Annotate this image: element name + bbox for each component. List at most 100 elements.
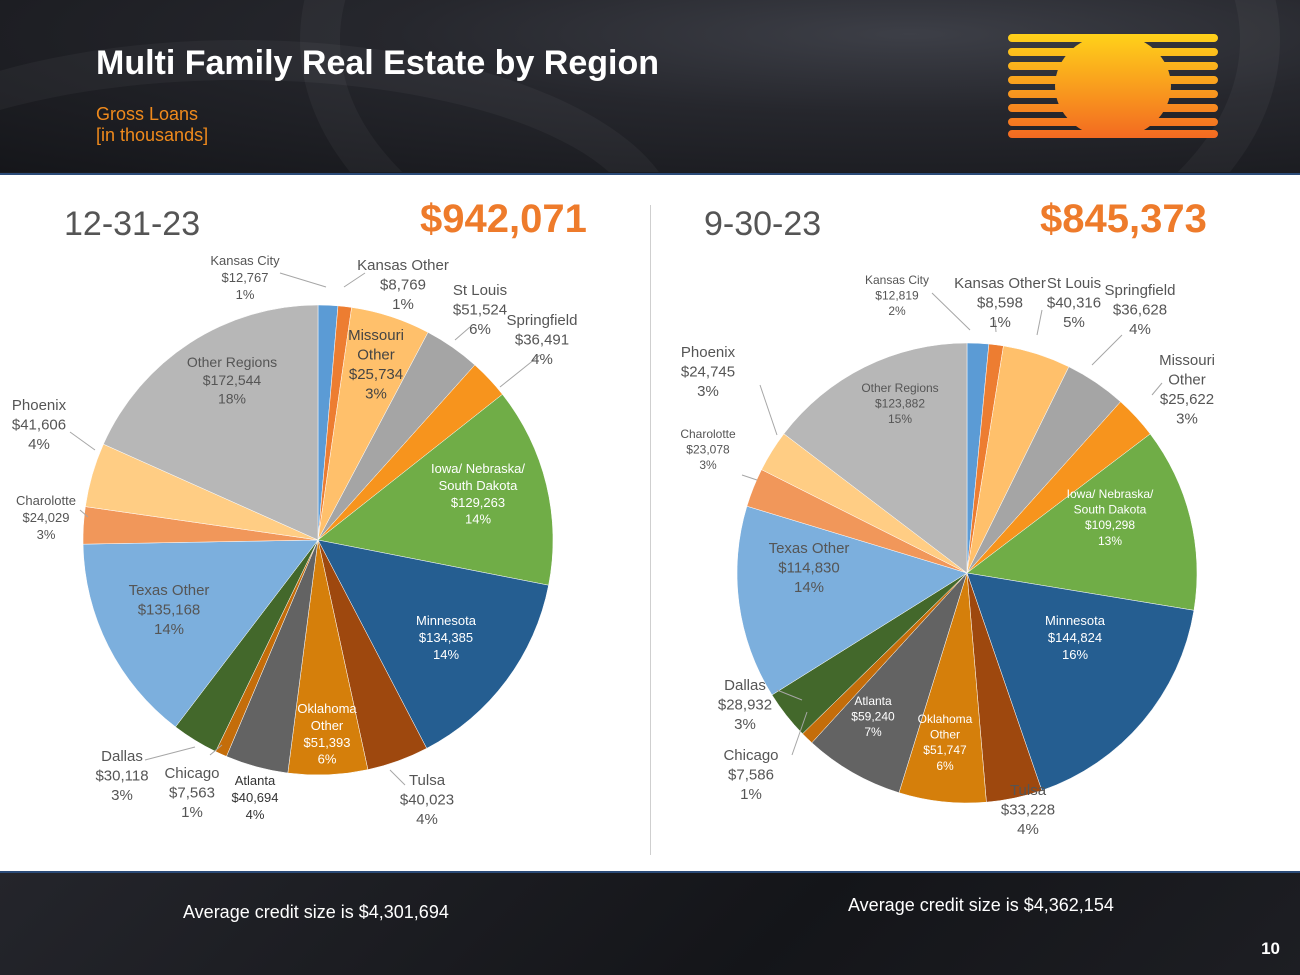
- charts-panel: 12-31-23 $942,071 9-30-23 $845,373 Kansa…: [0, 173, 1300, 873]
- leader-line-springfield: [499, 354, 541, 388]
- slice-percent-texas-other: 14%: [154, 621, 184, 638]
- slice-value-texas-other: $135,168: [138, 602, 201, 619]
- pie-slice-texas-other: [82, 539, 319, 728]
- data-label-chicago: Chicago $7,563 1%: [164, 765, 219, 821]
- slice-name-kansas-other: Kansas Other: [954, 275, 1046, 292]
- slice-name-tulsa: Tulsa: [409, 772, 446, 789]
- slice-name-chicago: Chicago: [164, 765, 219, 782]
- data-label-other-regions: Other Regions $172,544 18%: [187, 354, 277, 406]
- slice-percent-kansas-other: 1%: [989, 314, 1011, 331]
- slice-value-oklahoma-other: $51,393: [304, 735, 351, 750]
- slice-name-tulsa: Tulsa: [1010, 782, 1047, 799]
- page-subtitle: Gross Loans [in thousands]: [96, 104, 208, 146]
- slice-percent-kansas-city: 2%: [888, 304, 906, 318]
- slice-percent-oklahoma-other: 6%: [318, 752, 337, 767]
- slice-percent-kansas-city: 1%: [236, 287, 255, 302]
- slice-percent-other-regions: 15%: [888, 412, 912, 426]
- slice-name-oklahoma-other: Oklahoma: [918, 712, 973, 726]
- slice-percent-minnesota: 14%: [433, 647, 459, 662]
- slice-name-atlanta: Atlanta: [854, 694, 892, 708]
- right-chart-date: 9-30-23: [704, 205, 822, 243]
- leader-line-kansas-city: [931, 292, 971, 331]
- leader-line-kansas-city: [279, 272, 327, 288]
- slice-percent-dallas: 3%: [734, 716, 756, 733]
- data-label-springfield: Springfield $36,628 4%: [1105, 282, 1176, 338]
- slice-value-tulsa: $33,228: [1001, 802, 1055, 819]
- slice-percent-atlanta: 7%: [864, 725, 882, 739]
- data-label-iowa-nebraska-south-dakota: Iowa/ Nebraska/South Dakota$109,298 13%: [1067, 487, 1154, 548]
- page-title: Multi Family Real Estate by Region: [96, 44, 660, 82]
- slice-name-st-louis: St Louis: [1047, 275, 1101, 292]
- slice-name-other-regions: Other Regions: [187, 354, 277, 370]
- slice-value-tulsa: $40,023: [400, 792, 454, 809]
- slice-value-phoenix: $24,745: [681, 364, 735, 381]
- data-label-tulsa: Tulsa $33,228 4%: [1001, 782, 1055, 838]
- slice-value-chicago: $7,586: [728, 767, 774, 784]
- slice-name-iowa-nebraska-south-dakota: South Dakota: [439, 478, 519, 493]
- slice-percent-charolotte: 3%: [37, 527, 56, 542]
- slice-value-kansas-other: $8,769: [380, 277, 426, 294]
- footer-bar: Average credit size is $4,301,694 Averag…: [0, 873, 1300, 975]
- slice-percent-phoenix: 4%: [28, 436, 50, 453]
- leader-line-springfield: [1091, 334, 1123, 366]
- data-label-st-louis: St Louis $40,316 5%: [1047, 275, 1101, 331]
- slice-name-chicago: Chicago: [723, 747, 778, 764]
- slice-value-st-louis: $40,316: [1047, 295, 1101, 312]
- data-label-texas-other: Texas Other $135,168 14%: [129, 582, 210, 638]
- slice-percent-missouri-other: 3%: [1176, 411, 1198, 428]
- data-label-st-louis: St Louis $51,524 6%: [453, 282, 507, 338]
- pie-slice-other-regions: [783, 342, 968, 574]
- left-average-credit: Average credit size is $4,301,694: [183, 902, 449, 922]
- leader-line-charolotte: [741, 474, 758, 481]
- slice-name-minnesota: Minnesota: [1045, 613, 1106, 628]
- pie-slice-iowa-nebraska-south-dakota: [317, 393, 554, 586]
- slice-value-atlanta: $59,240: [851, 710, 895, 724]
- slice-percent-chicago: 1%: [181, 804, 203, 821]
- slice-name-st-louis: St Louis: [453, 282, 507, 299]
- slice-name-missouri-other: Other: [1168, 372, 1206, 389]
- slice-percent-dallas: 3%: [111, 787, 133, 804]
- data-label-tulsa: Tulsa $40,023 4%: [400, 772, 454, 828]
- leader-line-st-louis: [454, 326, 471, 341]
- data-label-phoenix: Phoenix $41,606 4%: [12, 397, 67, 453]
- slice-percent-iowa-nebraska-south-dakota: 14%: [465, 512, 491, 527]
- subtitle-line-2: [in thousands]: [96, 125, 209, 145]
- leader-line-dallas: [144, 746, 196, 761]
- slice-percent-texas-other: 14%: [794, 579, 824, 596]
- slice-value-minnesota: $134,385: [419, 630, 473, 645]
- slice-name-phoenix: Phoenix: [681, 344, 736, 361]
- slice-name-phoenix: Phoenix: [12, 397, 67, 414]
- slice-name-iowa-nebraska-south-dakota: Iowa/ Nebraska/: [1067, 487, 1154, 501]
- slice-value-phoenix: $41,606: [12, 417, 66, 434]
- slice-value-springfield: $36,628: [1113, 302, 1167, 319]
- slice-name-minnesota: Minnesota: [416, 613, 477, 628]
- pie-slice-texas-other: [736, 505, 968, 696]
- data-label-kansas-other: Kansas Other $8,598 1%: [954, 275, 1046, 331]
- slice-percent-iowa-nebraska-south-dakota: 13%: [1098, 534, 1122, 548]
- data-label-dallas: Dallas $30,118 3%: [95, 748, 148, 804]
- data-label-oklahoma-other: Oklahoma Other $51,393 6%: [297, 701, 357, 767]
- slice-percent-minnesota: 16%: [1062, 647, 1088, 662]
- slice-name-charolotte: Charolotte: [16, 493, 76, 508]
- slice-value-springfield: $36,491: [515, 332, 569, 349]
- leader-line-dallas: [776, 689, 803, 701]
- left-chart-date: 12-31-23: [64, 205, 201, 243]
- slice-name-texas-other: Texas Other: [129, 582, 210, 599]
- slice-percent-st-louis: 5%: [1063, 314, 1085, 331]
- page-number: 10: [1261, 939, 1280, 958]
- slice-percent-springfield: 4%: [1129, 321, 1151, 338]
- slice-value-chicago: $7,563: [169, 785, 215, 802]
- slice-value-oklahoma-other: $51,747: [923, 743, 967, 757]
- leader-line-phoenix: [69, 431, 96, 451]
- slice-value-charolotte: $24,029: [23, 510, 70, 525]
- slice-name-oklahoma-other: Oklahoma: [297, 701, 357, 716]
- slice-percent-missouri-other: 3%: [365, 386, 387, 403]
- slice-value-missouri-other: $25,734: [349, 366, 403, 383]
- slice-name-missouri-other: Other: [357, 347, 395, 364]
- leader-line-tulsa: [389, 769, 406, 786]
- slice-value-texas-other: $114,830: [778, 560, 839, 577]
- slice-name-kansas-city: Kansas City: [210, 253, 280, 268]
